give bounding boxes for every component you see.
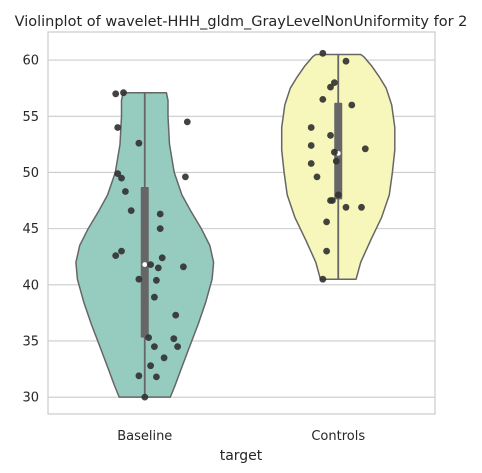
- data-point: [151, 293, 158, 301]
- data-point: [114, 124, 122, 131]
- data-point: [135, 372, 143, 380]
- data-point: [147, 362, 155, 370]
- data-point: [135, 275, 143, 283]
- y-tick-label: 50: [22, 166, 39, 181]
- data-point: [156, 210, 164, 218]
- data-point: [334, 191, 342, 199]
- x-axis-label: target: [220, 448, 263, 464]
- strip-points: [112, 49, 369, 401]
- x-tick-label: Controls: [311, 429, 365, 444]
- data-point: [348, 101, 356, 109]
- x-tick-labels: Baseline Controls: [117, 429, 365, 444]
- data-point: [319, 49, 327, 57]
- data-point: [307, 124, 315, 131]
- data-point: [358, 203, 365, 211]
- data-point: [307, 160, 315, 167]
- data-point: [180, 263, 187, 271]
- data-point: [172, 311, 180, 319]
- data-point: [183, 118, 191, 126]
- data-point: [319, 275, 327, 283]
- data-point: [313, 173, 321, 181]
- data-point: [147, 261, 155, 268]
- violins: [75, 53, 396, 398]
- plot-frame: [47, 31, 436, 415]
- data-point: [120, 89, 127, 97]
- data-point: [135, 139, 143, 147]
- data-point: [145, 334, 153, 341]
- data-point: [160, 354, 168, 362]
- data-point: [118, 174, 125, 182]
- data-point: [122, 188, 129, 195]
- y-tick-label: 60: [22, 54, 39, 69]
- data-point: [307, 142, 315, 149]
- chart-title: Violinplot of wavelet-HHH_gldm_GrayLevel…: [15, 14, 468, 30]
- data-point: [141, 393, 149, 401]
- data-point: [156, 225, 164, 233]
- violin-median-marker: [142, 262, 148, 267]
- data-point: [361, 145, 369, 153]
- data-point: [170, 335, 178, 343]
- data-point: [327, 83, 334, 91]
- data-point: [331, 79, 338, 86]
- data-point: [323, 218, 330, 226]
- data-point: [153, 276, 160, 284]
- data-point: [154, 264, 162, 272]
- y-tick-label: 30: [22, 391, 39, 406]
- data-point: [127, 207, 135, 215]
- data-point: [319, 96, 327, 103]
- data-point: [112, 252, 120, 259]
- data-point: [342, 57, 350, 65]
- data-point: [118, 247, 125, 255]
- data-point: [158, 254, 166, 262]
- data-point: [327, 197, 334, 204]
- y-tick-label: 55: [22, 110, 39, 125]
- y-tick-label: 45: [22, 222, 39, 237]
- data-point: [174, 343, 182, 350]
- data-point: [332, 157, 340, 165]
- data-point: [153, 373, 160, 381]
- data-point: [114, 170, 122, 178]
- data-point: [151, 343, 158, 350]
- data-point: [331, 148, 338, 156]
- y-tick-label: 40: [22, 278, 39, 293]
- data-point: [342, 203, 350, 211]
- y-tick-labels: 30 35 40 45 50 55 60: [22, 54, 39, 406]
- x-tick-label: Baseline: [117, 429, 172, 444]
- data-point: [112, 90, 120, 98]
- data-point: [182, 173, 189, 181]
- data-point: [323, 247, 330, 255]
- data-point: [327, 132, 334, 139]
- y-tick-label: 35: [22, 334, 39, 349]
